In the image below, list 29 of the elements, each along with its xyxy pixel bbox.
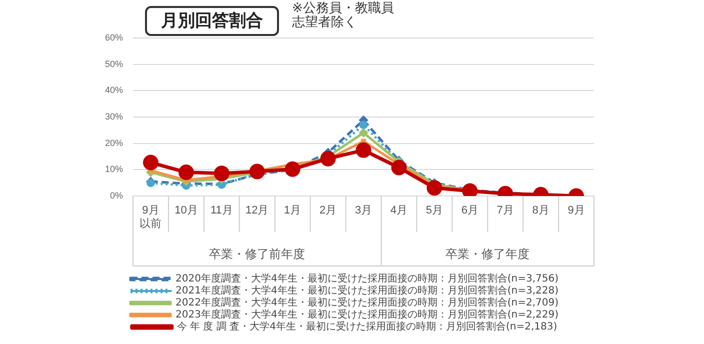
legend-label: 今 年 度 調 査・大学4年生・最初に受けた採用面接の時期：月別回答割合(n=2,183)	[176, 320, 558, 333]
y-tick-label: 50%	[105, 58, 124, 69]
x-tick-label: 5月	[426, 204, 443, 217]
x-tick-label: 3月	[354, 204, 372, 217]
x-tick-label: 11月	[210, 204, 233, 217]
legend-label: 2020年度調査・大学4年生・最初に受けた採用面接の時期：月別回答割合(n=3,756)	[176, 272, 559, 285]
x-tick-label: 9月	[568, 204, 585, 217]
x-tick-label: 7月	[496, 204, 514, 217]
text: 卒業・修了前年度	[209, 247, 306, 262]
y-tick-label: 30%	[105, 111, 124, 122]
text: 卒業・修了年度	[446, 247, 530, 262]
y-tick-label: 40%	[105, 85, 124, 96]
x-tick-label: 12月	[246, 204, 269, 217]
x-tick-label: 9月以前	[140, 204, 162, 230]
x-tick-label: 6月	[461, 204, 478, 217]
y-tick-label: 10%	[105, 164, 124, 174]
legend-label: 2021年度調査・大学4年生・最初に受けた採用面接の時期：月別回答割合(n=3,228)	[176, 284, 559, 297]
y-tick-label: 20%	[105, 138, 124, 148]
chart-subtitle: ※公務員・教職員志望者除く	[292, 1, 395, 30]
chart-title: 月別回答割合	[145, 6, 279, 36]
x-tick-label: 4月	[390, 204, 408, 217]
y-tick-label: 0%	[110, 190, 124, 200]
legend-label: 2023年度調査・大学4年生・最初に受けた採用面接の時期：月別回答割合(n=2,229)	[176, 308, 559, 321]
x-tick-label: 8月	[532, 204, 550, 217]
x-tick-label: 2月	[319, 204, 337, 217]
y-tick-label: 60%	[105, 32, 124, 42]
x-tick-label: 1月	[284, 204, 302, 217]
x-tick-label: 10月	[174, 204, 198, 217]
legend-label: 2022年度調査・大学4年生・最初に受けた採用面接の時期：月別回答割合(n=2,709)	[176, 296, 559, 309]
